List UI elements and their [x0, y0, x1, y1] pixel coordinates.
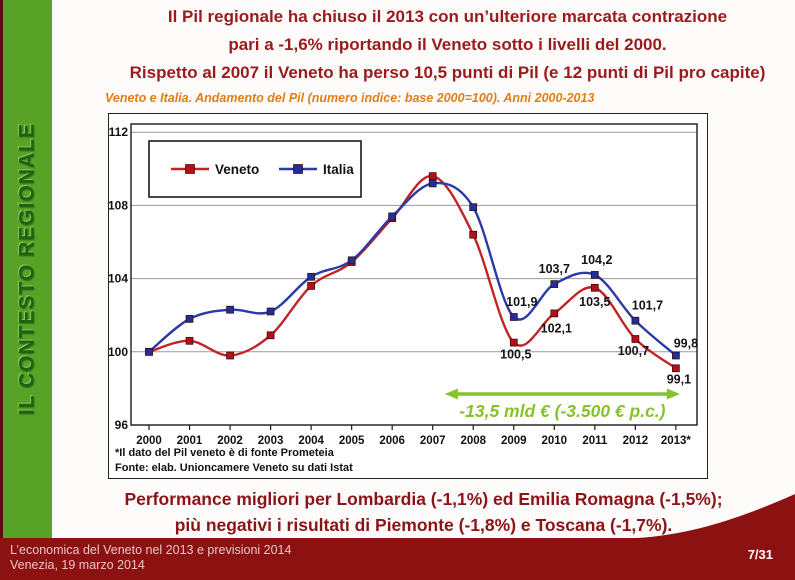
veneto-value-labels: 100,5 102,1 103,5 100,7 99,1 [500, 295, 691, 387]
veneto-line [148, 174, 677, 370]
italia-line [148, 181, 677, 357]
svg-text:104,2: 104,2 [581, 253, 612, 267]
svg-text:108: 108 [109, 198, 128, 212]
headline-line1: Il Pil regionale ha chiuso il 2013 con u… [167, 7, 728, 26]
italia-value-labels: 101,9 103,7 104,2 101,7 99,8 [506, 253, 698, 351]
veneto-markers [145, 172, 680, 373]
headline: Il Pil regionale ha chiuso il 2013 con u… [100, 3, 795, 87]
sidebar: IL CONTESTO REGIONALE [3, 0, 52, 538]
svg-text:2008: 2008 [460, 435, 486, 447]
footer-title: L’economica del Veneto nel 2013 e previs… [10, 543, 292, 557]
svg-text:102,1: 102,1 [541, 321, 572, 335]
svg-text:2001: 2001 [177, 435, 203, 447]
footer-date: Venezia, 19 marzo 2014 [10, 558, 145, 572]
chart-subtitle: Veneto e Italia. Andamento del Pil (nume… [105, 91, 595, 105]
svg-text:2002: 2002 [217, 435, 243, 447]
footer-swoosh [637, 494, 795, 538]
y-axis-labels: 96 100 104 108 112 [109, 125, 128, 432]
page-number: 7/31 [747, 547, 773, 562]
footnote-source-prometeia: *Il dato del Pil veneto è di fonte Prome… [115, 447, 334, 459]
svg-text:96: 96 [115, 418, 129, 432]
statement-line2: più negativi i risultati di Piemonte (-1… [174, 515, 673, 535]
svg-text:101,7: 101,7 [632, 299, 663, 313]
svg-text:99,1: 99,1 [667, 372, 691, 386]
svg-text:2004: 2004 [298, 435, 324, 447]
svg-text:103,5: 103,5 [579, 295, 610, 309]
legend: Veneto Italia [148, 140, 362, 198]
gridlines [131, 131, 697, 353]
left-edge-strip [0, 0, 3, 538]
svg-text:2011: 2011 [582, 435, 608, 447]
svg-text:112: 112 [109, 125, 128, 139]
svg-text:99,8: 99,8 [674, 337, 698, 351]
chart-footnotes: *Il dato del Pil veneto è di fonte Prome… [115, 446, 353, 476]
plot-border [130, 123, 698, 426]
statement-line1: Performance migliori per Lombardia (-1,1… [124, 489, 723, 509]
svg-text:103,7: 103,7 [539, 262, 570, 276]
svg-text:100,7: 100,7 [618, 344, 649, 358]
svg-text:2005: 2005 [339, 435, 365, 447]
footer-caption: L’economica del Veneto nel 2013 e previs… [10, 543, 291, 573]
svg-text:2009: 2009 [501, 435, 527, 447]
svg-text:101,9: 101,9 [506, 295, 537, 309]
svg-text:2012: 2012 [623, 435, 649, 447]
loss-arrow [444, 388, 680, 400]
svg-text:2007: 2007 [420, 435, 446, 447]
sidebar-section-title: IL CONTESTO REGIONALE [15, 122, 39, 416]
italia-markers [145, 179, 680, 360]
svg-text:2010: 2010 [542, 435, 568, 447]
svg-text:2006: 2006 [379, 435, 405, 447]
headline-line2: pari a -1,6% riportando il Veneto sotto … [228, 35, 667, 54]
svg-text:100,5: 100,5 [500, 348, 531, 362]
svg-text:100: 100 [109, 345, 128, 359]
headline-line3: Rispetto al 2007 il Veneto ha perso 10,5… [129, 63, 766, 82]
regional-comparison-statement: Performance migliori per Lombardia (-1,1… [52, 486, 795, 538]
svg-text:2013*: 2013* [661, 435, 692, 447]
footer-bar: L’economica del Veneto nel 2013 e previs… [0, 538, 795, 580]
svg-text:2003: 2003 [258, 435, 284, 447]
svg-text:104: 104 [109, 272, 128, 286]
svg-text:Italia: Italia [323, 162, 354, 177]
loss-annotation: -13,5 mld € (-3.500 € p.c.) [459, 401, 665, 421]
svg-text:2000: 2000 [136, 435, 162, 447]
pil-line-chart: 96 100 104 108 112 2000 2001 2002 2003 2004 2005 20… [108, 113, 708, 479]
footnote-source-istat: Fonte: elab. Unioncamere Veneto su dati … [115, 462, 353, 474]
x-axis-labels: 2000 2001 2002 2003 2004 2005 2006 2007 2008 2009… [136, 425, 691, 447]
svg-text:Veneto: Veneto [215, 162, 259, 177]
